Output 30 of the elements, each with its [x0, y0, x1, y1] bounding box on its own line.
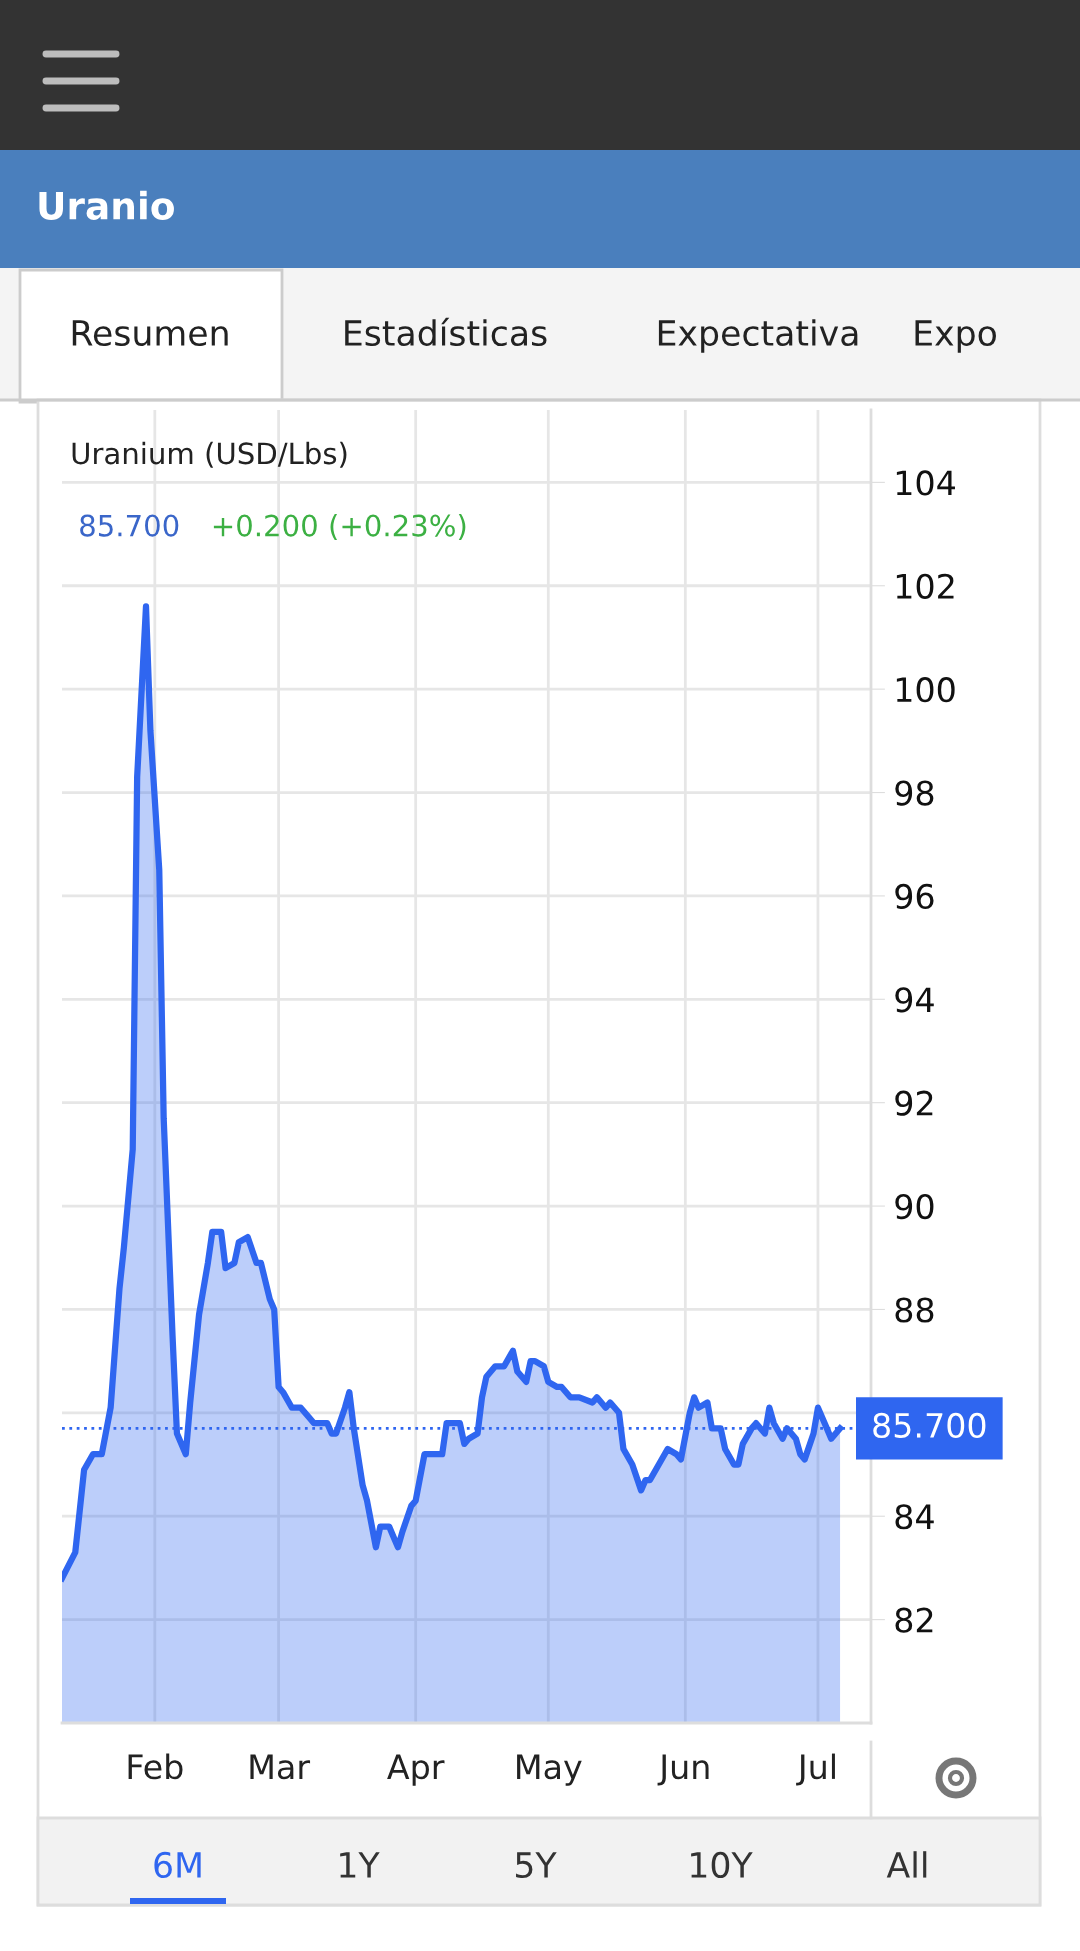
- y-tick-label: 98: [895, 780, 934, 806]
- y-tick-label: 96: [895, 883, 934, 910]
- y-tick-label: 82: [895, 1607, 933, 1633]
- text: Expectativa: [658, 319, 858, 353]
- text: 5Y: [516, 1852, 557, 1879]
- y-tick-label: 102: [896, 573, 954, 599]
- x-tick-label: Mar: [250, 1754, 311, 1780]
- y-tick-label: 88: [895, 1297, 934, 1323]
- text: 1Y: [340, 1852, 380, 1878]
- x-tick-label: Feb: [128, 1753, 183, 1780]
- text: Estadísticas: [345, 317, 547, 347]
- text: Resumen: [72, 320, 228, 347]
- y-tick-label: 94: [895, 987, 934, 1013]
- text: 10Y: [691, 1851, 753, 1879]
- x-tick-label: Jun: [657, 1754, 709, 1786]
- text: Expo: [915, 320, 996, 353]
- ref-line-label: 85.700: [873, 1412, 986, 1439]
- y-tick-label: 84: [895, 1504, 934, 1530]
- y-tick-label: 90: [895, 1194, 934, 1220]
- x-tick-label: May: [517, 1754, 582, 1786]
- x-tick-label: Jul: [796, 1753, 835, 1786]
- text: Uranium (USD/Lbs): [72, 441, 347, 468]
- y-tick-label: 92: [895, 1090, 933, 1116]
- text: 6M: [154, 1851, 201, 1879]
- x-tick-label: Apr: [387, 1754, 445, 1786]
- y-tick-label: 100: [896, 677, 955, 703]
- text: Uranio: [39, 190, 174, 220]
- text: 85.700 +0.200 (+0.23%): [80, 514, 466, 541]
- y-tick-label: 104: [896, 470, 955, 496]
- text: All: [886, 1851, 927, 1878]
